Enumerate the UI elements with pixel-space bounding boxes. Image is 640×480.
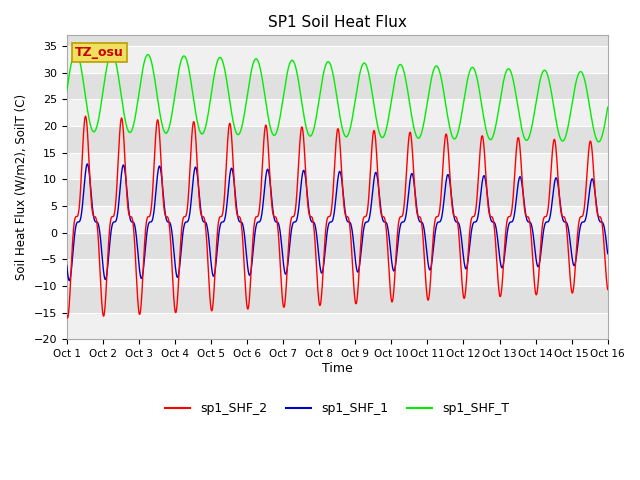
- Text: TZ_osu: TZ_osu: [75, 46, 124, 59]
- X-axis label: Time: Time: [322, 362, 353, 375]
- Bar: [67, 312, 608, 339]
- Bar: [67, 126, 608, 153]
- Bar: [67, 153, 608, 180]
- Bar: [67, 46, 608, 72]
- Title: SP1 Soil Heat Flux: SP1 Soil Heat Flux: [268, 15, 406, 30]
- Bar: [67, 286, 608, 312]
- Bar: [67, 206, 608, 233]
- Bar: [67, 99, 608, 126]
- Y-axis label: Soil Heat Flux (W/m2), SoilT (C): Soil Heat Flux (W/m2), SoilT (C): [15, 94, 28, 280]
- Bar: [67, 233, 608, 259]
- Bar: [67, 72, 608, 99]
- Bar: [67, 180, 608, 206]
- Legend: sp1_SHF_2, sp1_SHF_1, sp1_SHF_T: sp1_SHF_2, sp1_SHF_1, sp1_SHF_T: [161, 397, 514, 420]
- Bar: [67, 259, 608, 286]
